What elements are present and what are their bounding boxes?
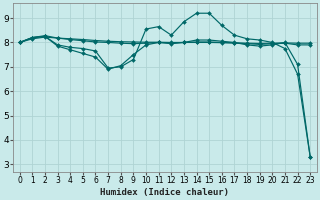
X-axis label: Humidex (Indice chaleur): Humidex (Indice chaleur)	[100, 188, 229, 197]
